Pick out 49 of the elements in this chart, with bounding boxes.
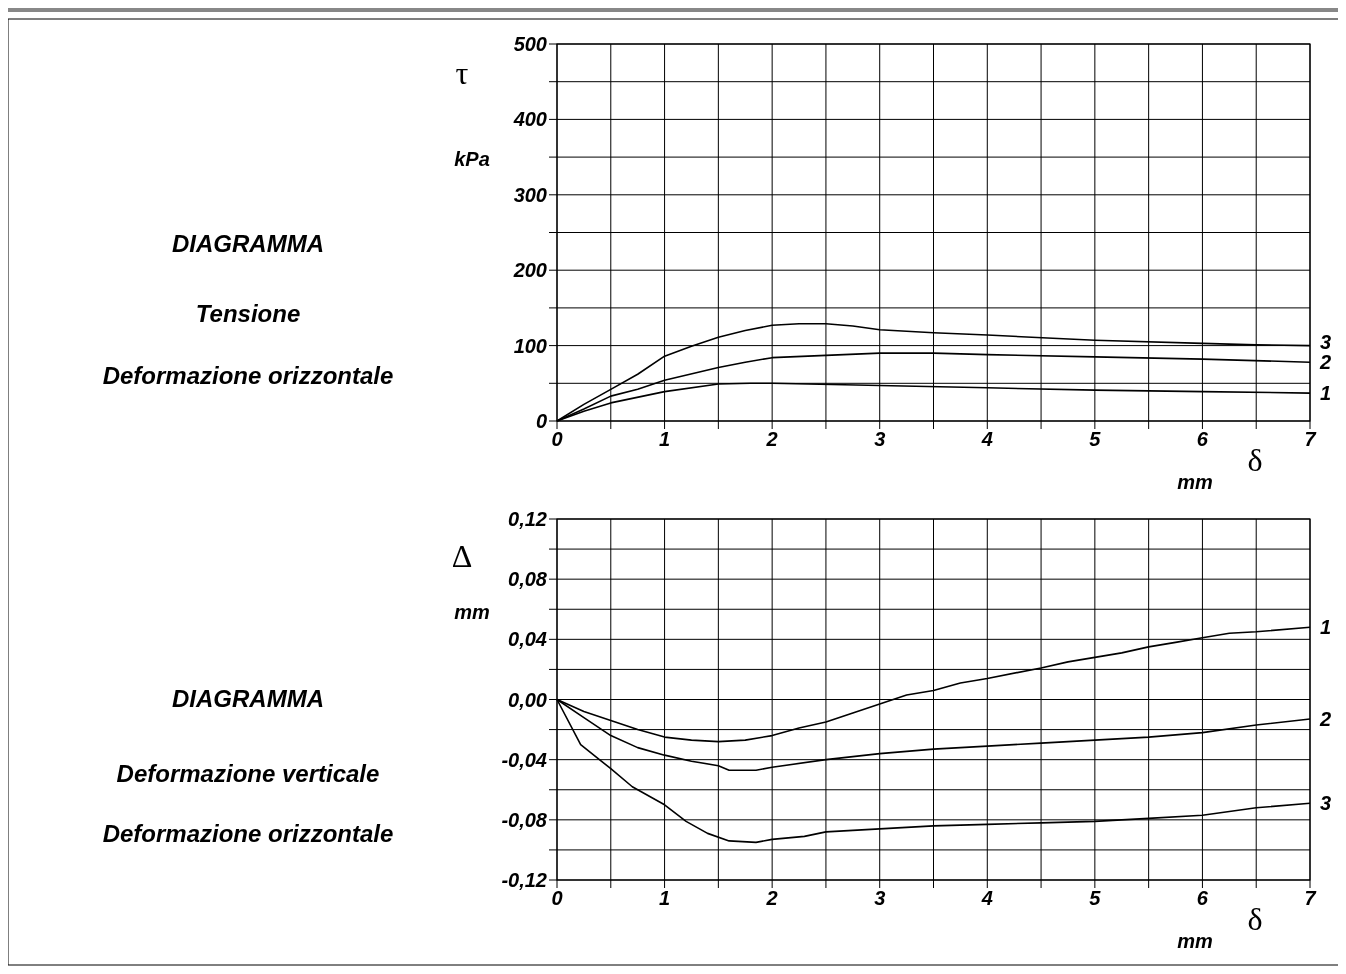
- text: Deformazione orizzontale: [102, 820, 394, 847]
- series-label: 2: [1319, 351, 1332, 374]
- y-tick-label: 0,08: [508, 568, 548, 591]
- y-axis-title: Δ: [451, 538, 473, 574]
- x-axis-title: δ: [1247, 442, 1263, 478]
- y-tick-label: 400: [512, 108, 547, 131]
- series-label: 1: [1320, 382, 1332, 405]
- x-tick-label: 4: [980, 428, 993, 450]
- x-tick-label: 5: [1089, 887, 1102, 909]
- x-tick-label: 4: [980, 887, 993, 909]
- x-axis-title: δ: [1247, 901, 1263, 937]
- y-tick-label: 0,04: [508, 628, 547, 651]
- text: mm: [1177, 471, 1213, 493]
- y-tick-label: 0,12: [508, 508, 547, 530]
- x-tick-label: 6: [1196, 428, 1209, 450]
- text: mm: [454, 601, 490, 623]
- text: DIAGRAMMA: [172, 685, 324, 712]
- text: kPa: [454, 148, 490, 170]
- y-tick-label: -0,08: [501, 808, 548, 831]
- y-tick-label: 0,00: [508, 688, 547, 711]
- series-label: 1: [1320, 616, 1332, 639]
- x-tick-label: 0: [551, 428, 563, 450]
- y-tick-label: 500: [513, 33, 547, 55]
- y-tick-label: 300: [513, 183, 547, 206]
- x-tick-label: 7: [1304, 428, 1317, 450]
- x-tick-label: 0: [551, 887, 563, 909]
- x-tick-label: 6: [1196, 887, 1209, 909]
- text: Deformazione verticale: [116, 760, 380, 787]
- x-tick-label: 3: [874, 887, 886, 909]
- y-tick-label: 200: [512, 259, 547, 282]
- y-tick-label: -0,12: [501, 869, 547, 891]
- x-tick-label: 2: [765, 428, 778, 450]
- text: Tensione: [195, 300, 301, 327]
- x-tick-label: 5: [1089, 428, 1102, 450]
- x-tick-label: 1: [659, 887, 671, 909]
- x-tick-label: 7: [1304, 887, 1317, 909]
- series-label: 3: [1320, 792, 1332, 815]
- series-label: 3: [1320, 331, 1332, 354]
- y-axis-title: τ: [455, 55, 469, 91]
- y-tick-label: 0: [535, 410, 547, 432]
- x-tick-label: 2: [765, 887, 778, 909]
- y-tick-label: 100: [513, 334, 547, 357]
- text: Deformazione orizzontale: [102, 362, 394, 389]
- x-tick-label: 1: [659, 428, 671, 450]
- y-tick-label: -0,04: [501, 748, 547, 771]
- text: mm: [1177, 930, 1213, 952]
- x-tick-label: 3: [874, 428, 886, 450]
- text: DIAGRAMMA: [172, 230, 324, 257]
- series-label: 2: [1319, 708, 1332, 731]
